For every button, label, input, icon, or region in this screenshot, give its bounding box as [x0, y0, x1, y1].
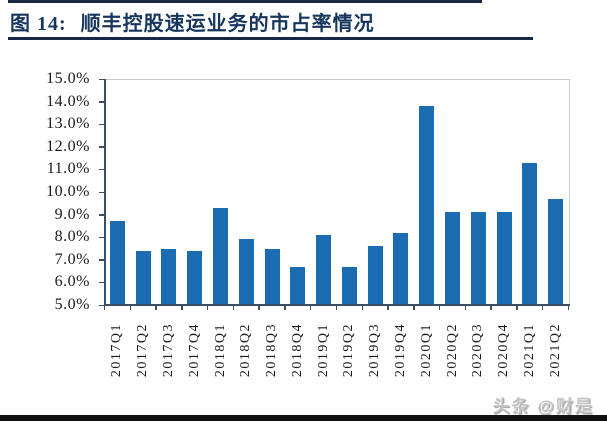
x-axis-tick-label: 2021Q1 — [521, 322, 537, 378]
x-axis-tick — [155, 305, 157, 310]
figure-title-text: 顺丰控股速运业务的市占率情况 — [80, 13, 375, 35]
bar — [445, 212, 460, 305]
y-axis-tick-label: 8.0% — [54, 228, 90, 246]
x-axis-tick — [206, 305, 209, 310]
bar — [187, 250, 203, 305]
x-axis-tick — [258, 305, 260, 310]
y-axis-tick — [98, 123, 105, 126]
y-axis-tick-label: 7.0% — [54, 250, 90, 268]
y-axis-tick-label: 13.0% — [46, 115, 90, 133]
x-axis-tick-label: 2020Q1 — [418, 322, 434, 378]
bar — [393, 232, 409, 305]
bar — [367, 246, 383, 305]
x-axis-tick-label: 2018Q3 — [264, 322, 280, 378]
x-axis-tick — [490, 305, 492, 310]
y-axis-tick-label: 10.0% — [46, 183, 90, 200]
x-axis-tick — [284, 305, 286, 310]
x-axis-tick-label: 2017Q2 — [135, 322, 151, 378]
x-axis-tick-label: 2019Q4 — [392, 322, 408, 378]
bar — [341, 266, 357, 305]
x-axis-tick — [541, 305, 544, 310]
x-axis-tick — [232, 305, 235, 310]
x-axis-tick-label: 2018Q1 — [212, 322, 228, 378]
x-axis-tick-label: 2018Q4 — [289, 322, 305, 378]
y-axis-tick — [98, 236, 105, 239]
x-axis-tick-label: 2020Q2 — [444, 322, 460, 378]
y-axis-tick — [98, 168, 105, 171]
y-axis-tick — [98, 78, 105, 80]
x-axis-tick-label: 2019Q1 — [315, 322, 331, 378]
y-axis-tick — [98, 304, 105, 306]
y-axis-tick — [98, 281, 105, 284]
plot-border-top — [104, 79, 569, 80]
bar — [496, 212, 512, 305]
x-axis-tick — [129, 305, 132, 310]
x-axis-tick-label: 2018Q2 — [238, 322, 254, 378]
x-axis-tick — [387, 305, 389, 310]
y-axis-tick-label: 5.0% — [54, 296, 90, 313]
x-axis-tick-label: 2017Q4 — [186, 322, 202, 378]
x-axis-tick-label: 2020Q4 — [496, 322, 512, 378]
y-axis-tick-label: 15.0% — [46, 70, 90, 87]
x-axis-tick — [335, 305, 338, 310]
y-axis-tick — [98, 214, 105, 216]
y-axis-tick-label: 9.0% — [54, 205, 90, 223]
bar — [548, 198, 564, 305]
title-underline — [8, 37, 533, 40]
bar — [109, 221, 125, 305]
y-axis-tick — [98, 146, 105, 148]
y-axis-tick — [98, 191, 105, 193]
x-axis-tick-label: 2017Q1 — [109, 322, 125, 378]
x-axis-tick — [103, 305, 106, 310]
x-axis-tick — [361, 305, 364, 310]
bar — [161, 248, 177, 305]
bar — [419, 106, 435, 305]
x-axis-tick — [516, 305, 518, 310]
bar — [213, 207, 228, 305]
page-title: 图 14: 顺丰控股速运业务的市占率情况 — [10, 7, 375, 36]
x-axis-tick-label: 2019Q2 — [341, 322, 357, 378]
bar — [135, 250, 151, 305]
y-axis-tick — [98, 259, 105, 261]
y-axis-tick-label: 12.0% — [46, 137, 90, 155]
x-axis-tick-label: 2020Q3 — [470, 322, 486, 378]
x-axis-tick-label: 2019Q3 — [367, 322, 383, 378]
x-axis-tick — [413, 305, 415, 310]
y-axis-tick-label: 6.0% — [54, 273, 90, 291]
plot-border-right — [568, 79, 570, 305]
x-axis-tick — [438, 305, 441, 310]
bar — [522, 162, 538, 305]
bottom-border-bar — [0, 415, 607, 421]
bar — [238, 239, 254, 305]
y-axis-tick-label: 14.0% — [46, 92, 90, 110]
bar — [470, 212, 486, 305]
x-axis-tick — [567, 305, 570, 310]
y-axis-line — [103, 79, 106, 306]
x-axis-tick-label: 2017Q3 — [160, 322, 176, 378]
watermark: 头条 @财是 — [492, 397, 594, 416]
bar — [290, 266, 306, 305]
y-axis-tick-label: 11.0% — [46, 160, 90, 178]
x-axis-tick-label: 2021Q2 — [547, 322, 563, 378]
x-axis-tick — [464, 305, 467, 310]
x-axis-tick — [181, 305, 183, 310]
figure-number: 图 14: — [10, 13, 67, 35]
y-axis-tick — [98, 101, 105, 103]
top-border-strip — [8, 0, 482, 3]
x-axis-tick — [309, 305, 312, 310]
x-axis-line — [103, 304, 570, 306]
bar — [264, 248, 280, 305]
bar — [316, 234, 332, 305]
